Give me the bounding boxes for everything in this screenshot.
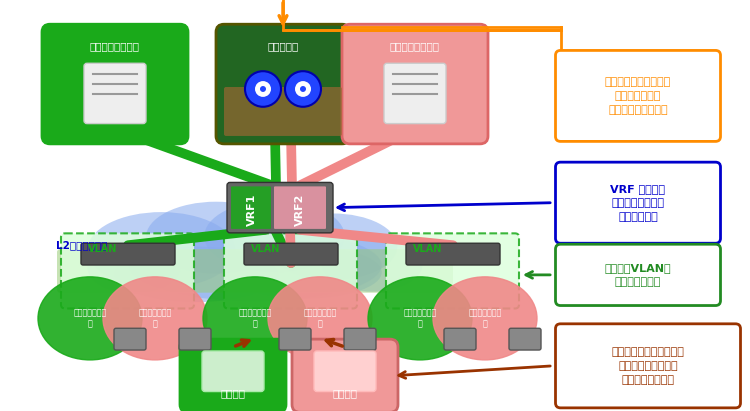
FancyBboxPatch shape [314,351,376,392]
FancyBboxPatch shape [244,243,338,265]
Ellipse shape [146,202,286,274]
Circle shape [295,81,311,97]
Ellipse shape [87,241,181,294]
Text: 共用サーバ: 共用サーバ [267,42,298,51]
Ellipse shape [321,236,423,292]
Ellipse shape [268,213,398,280]
Text: L2ネットワーク: L2ネットワーク [56,240,108,250]
FancyBboxPatch shape [179,328,211,350]
Ellipse shape [87,212,236,288]
FancyBboxPatch shape [180,339,286,411]
FancyBboxPatch shape [216,24,350,144]
FancyBboxPatch shape [384,63,446,124]
Ellipse shape [128,229,382,301]
FancyBboxPatch shape [292,339,398,411]
Ellipse shape [38,277,142,360]
Text: VRF2: VRF2 [295,194,305,226]
FancyBboxPatch shape [386,233,519,309]
Text: パーティション
２: パーティション ２ [303,309,337,328]
Ellipse shape [203,277,307,360]
FancyBboxPatch shape [202,351,264,392]
Text: バーティション２: バーティション２ [390,42,440,51]
Circle shape [260,86,266,92]
Text: パーティション
２: パーティション ２ [138,309,172,328]
FancyBboxPatch shape [274,186,326,229]
FancyBboxPatch shape [224,87,342,136]
Ellipse shape [226,246,382,299]
Text: バーティション１: バーティション１ [90,42,140,51]
FancyBboxPatch shape [114,328,146,350]
FancyBboxPatch shape [227,182,333,233]
FancyBboxPatch shape [231,186,271,229]
FancyBboxPatch shape [509,328,541,350]
Text: VLAN: VLAN [413,244,442,254]
Text: ユーザ１: ユーザ１ [220,388,245,399]
FancyBboxPatch shape [61,233,194,309]
Circle shape [285,71,321,107]
FancyBboxPatch shape [406,243,500,265]
Ellipse shape [433,277,537,360]
FancyBboxPatch shape [556,51,721,141]
Text: VLAN: VLAN [88,244,118,254]
Text: パーティション
１: パーティション １ [74,309,106,328]
FancyBboxPatch shape [42,24,188,144]
Ellipse shape [268,277,372,360]
Text: ユーザ２: ユーザ２ [332,388,358,399]
Text: VRF をコアの
スイッチに集約し
運用負荷軽減: VRF をコアの スイッチに集約し 運用負荷軽減 [610,184,665,222]
Text: 足回りはVLANで
低コストで構築: 足回りはVLANで 低コストで構築 [604,263,671,287]
Text: パーティション
１: パーティション １ [238,309,272,328]
Circle shape [255,81,271,97]
FancyBboxPatch shape [279,328,311,350]
FancyBboxPatch shape [57,249,453,293]
FancyBboxPatch shape [84,63,146,124]
Text: パーティション
１: パーティション １ [404,309,436,328]
Text: パーティション
２: パーティション ２ [468,309,502,328]
FancyBboxPatch shape [556,324,740,408]
Text: VRF1: VRF1 [247,194,257,226]
Circle shape [300,86,306,92]
FancyBboxPatch shape [344,328,376,350]
Circle shape [245,71,281,107]
Ellipse shape [204,200,345,272]
Ellipse shape [103,277,207,360]
Text: VLAN: VLAN [251,244,280,254]
Ellipse shape [368,277,472,360]
FancyBboxPatch shape [556,162,721,243]
Text: パーティション加入時に
ユーザ認証を実施し
不正アクセス防止: パーティション加入時に ユーザ認証を実施し 不正アクセス防止 [611,347,685,385]
Ellipse shape [115,247,278,302]
FancyBboxPatch shape [224,233,357,309]
FancyBboxPatch shape [444,328,476,350]
Text: ユーザ１もユーザ２も
アクセス可能な
共用パーティション: ユーザ１もユーザ２も アクセス可能な 共用パーティション [604,77,671,115]
FancyBboxPatch shape [81,243,175,265]
FancyBboxPatch shape [342,24,488,144]
FancyBboxPatch shape [556,244,721,305]
